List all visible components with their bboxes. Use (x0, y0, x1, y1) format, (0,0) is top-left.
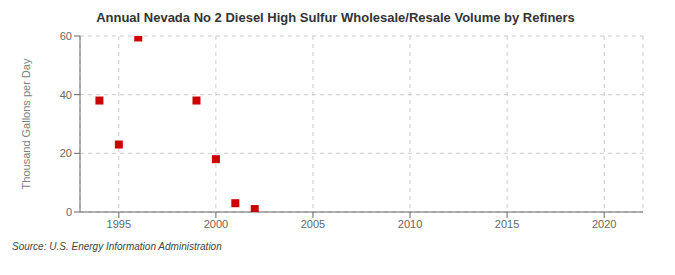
html-text:Annual Nevada No 2 Diesel High: Annual Nevada No 2 Diesel High Sulfur Wh… (96, 10, 575, 25)
svg-text:2020: 2020 (592, 218, 616, 230)
html-text:Source: U.S. Energy Informatio: Source: U.S. Energy Information Administ… (12, 241, 222, 252)
svg-text:2000: 2000 (204, 218, 228, 230)
svg-text:2010: 2010 (398, 218, 422, 230)
svg-text:40: 40 (60, 89, 72, 101)
svg-text:60: 60 (60, 30, 72, 42)
svg-text:2015: 2015 (495, 218, 519, 230)
svg-text:0: 0 (66, 206, 72, 218)
svg-text:1995: 1995 (107, 218, 131, 230)
svg-text:Thousand Gallons per Day: Thousand Gallons per Day (20, 58, 32, 189)
svg-text:2005: 2005 (301, 218, 325, 230)
svg-text:20: 20 (60, 147, 72, 159)
